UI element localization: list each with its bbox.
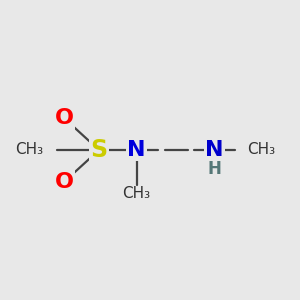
- Text: CH₃: CH₃: [122, 186, 151, 201]
- Text: O: O: [55, 109, 74, 128]
- Text: CH₃: CH₃: [15, 142, 44, 158]
- Text: O: O: [55, 172, 74, 191]
- Text: N: N: [127, 140, 146, 160]
- Text: S: S: [90, 138, 108, 162]
- Text: CH₃: CH₃: [248, 142, 276, 158]
- Text: H: H: [208, 160, 221, 178]
- Text: N: N: [205, 140, 224, 160]
